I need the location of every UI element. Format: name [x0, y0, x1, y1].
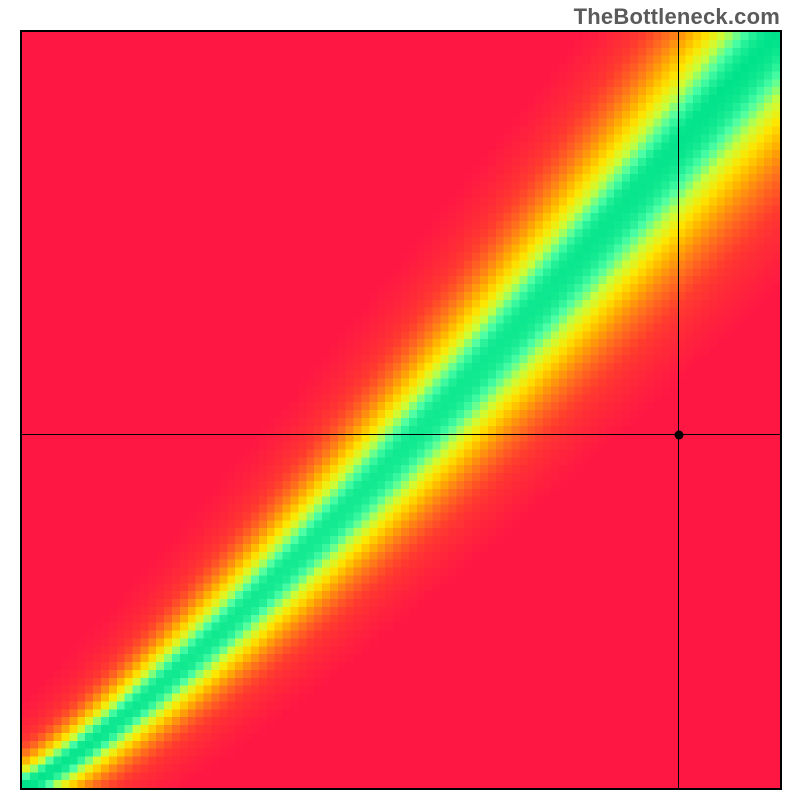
crosshair-vertical [678, 32, 679, 788]
chart-container: TheBottleneck.com [0, 0, 800, 800]
selection-marker [674, 430, 683, 439]
bottleneck-heatmap [22, 32, 780, 788]
watermark-label: TheBottleneck.com [574, 4, 780, 30]
plot-area [20, 30, 782, 790]
crosshair-horizontal [22, 434, 780, 435]
